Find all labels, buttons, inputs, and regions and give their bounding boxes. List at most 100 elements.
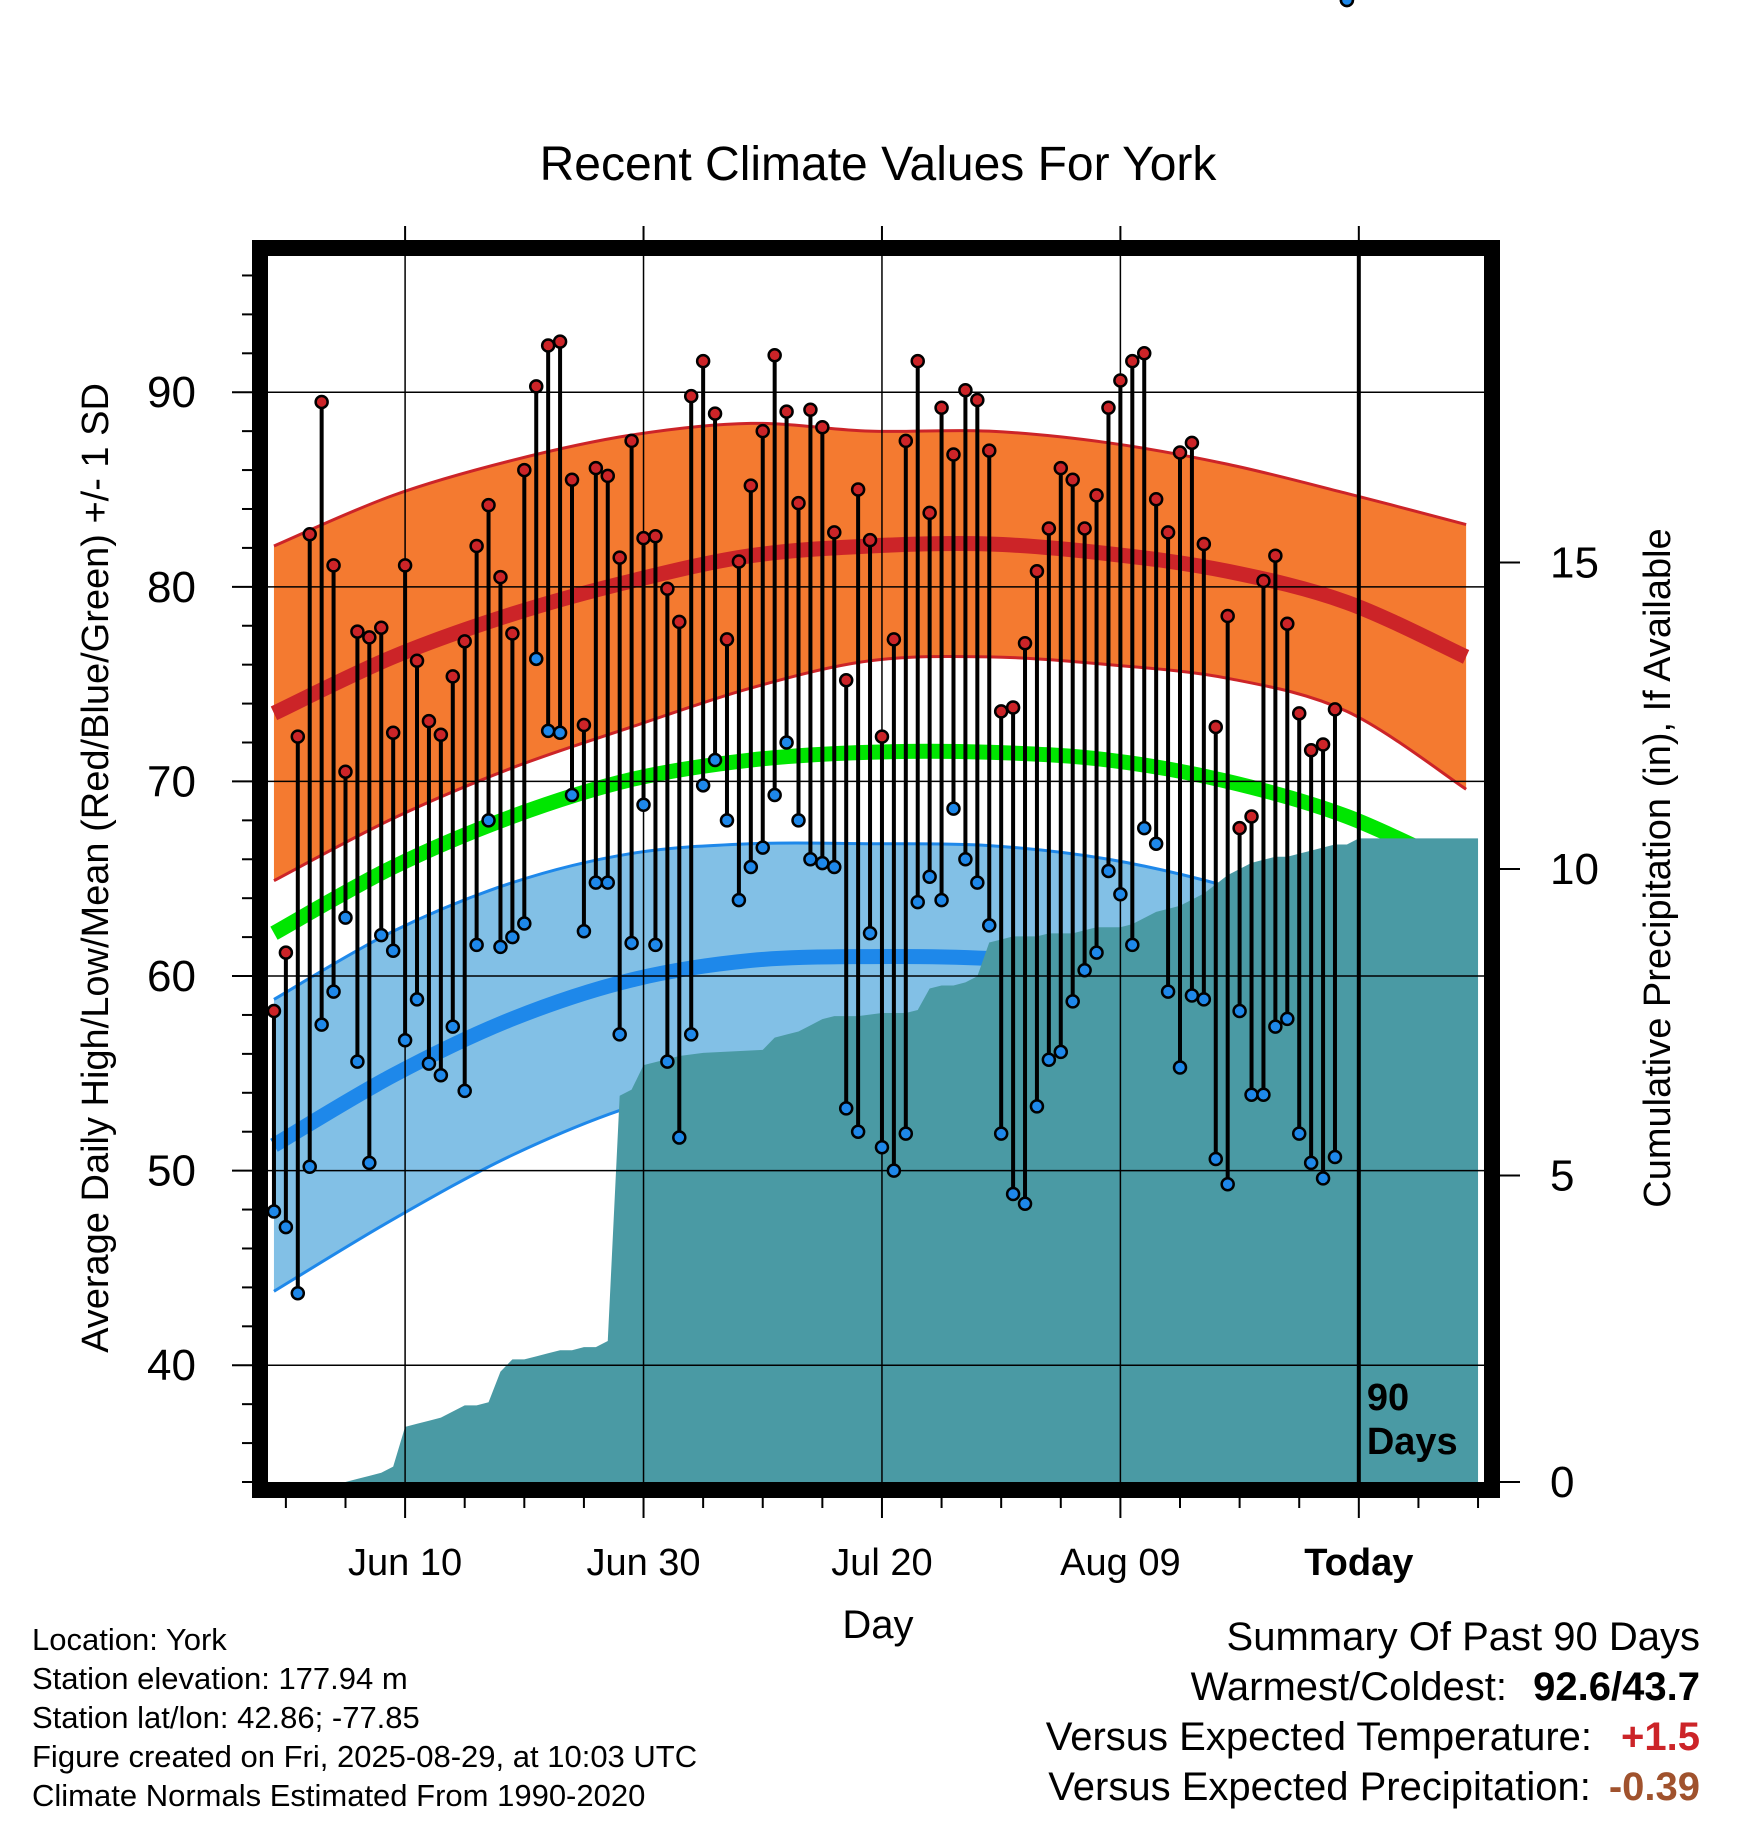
daily-low-point xyxy=(374,927,389,943)
station-info: Location: York Station elevation: 177.94… xyxy=(32,1620,697,1815)
daily-low-point xyxy=(946,801,961,816)
daily-high-point xyxy=(934,400,949,416)
warmest-coldest-label: Warmest/Coldest: xyxy=(1190,1665,1507,1709)
daily-low-point xyxy=(457,1083,472,1099)
daily-low-point xyxy=(910,894,925,910)
daily-high-point xyxy=(421,713,437,729)
y-right-tick-label: 0 xyxy=(1550,1458,1574,1507)
daily-high-point xyxy=(445,669,461,684)
daily-high-point xyxy=(505,626,520,641)
daily-high-point xyxy=(1208,719,1224,735)
daily-high-point xyxy=(970,392,985,408)
daily-high-point xyxy=(1029,564,1045,579)
daily-high-point xyxy=(1053,460,1069,476)
daily-low-point xyxy=(1005,1186,1021,1202)
plot-frame xyxy=(252,240,1500,1498)
y-left-tick-label: 50 xyxy=(147,1147,196,1196)
daily-high-point xyxy=(1172,445,1188,460)
daily-high-point xyxy=(1291,706,1307,721)
daily-high-point xyxy=(1148,492,1164,507)
daily-low-point xyxy=(1089,945,1104,960)
daily-low-point xyxy=(1303,1155,1319,1171)
today-days-label: Days xyxy=(1367,1421,1458,1463)
high-band-upper-edge xyxy=(273,421,1467,548)
y-left-tick-label: 70 xyxy=(147,757,196,806)
daily-low-point xyxy=(564,787,580,803)
daily-low-point xyxy=(290,1285,306,1301)
daily-low-point xyxy=(874,1140,890,1155)
daily-dots xyxy=(266,0,1355,1301)
daily-low-point xyxy=(1291,1126,1307,1141)
daily-high-point xyxy=(683,388,699,404)
daily-high-point xyxy=(958,383,973,398)
daily-low-point xyxy=(672,1130,687,1145)
daily-high-point xyxy=(695,353,711,369)
daily-high-point xyxy=(815,420,830,435)
daily-high-point xyxy=(481,497,496,513)
daily-low-point xyxy=(445,1019,461,1034)
daily-high-point xyxy=(266,1003,282,1019)
daily-high-point xyxy=(922,505,937,521)
daily-low-point xyxy=(803,852,818,867)
daily-low-point xyxy=(707,752,723,768)
daily-high-point xyxy=(433,727,449,742)
daily-high-point xyxy=(946,447,961,462)
daily-high-point xyxy=(540,338,556,353)
daily-low-point xyxy=(362,1155,377,1171)
daily-high-point xyxy=(660,581,675,597)
daily-low-point xyxy=(302,1159,317,1174)
daily-high-point xyxy=(374,620,389,635)
daily-low-point xyxy=(1053,1044,1069,1060)
daily-low-point xyxy=(1172,1060,1188,1075)
daily-low-point xyxy=(1017,1196,1033,1211)
daily-low-point xyxy=(1232,1003,1247,1019)
daily-high-point xyxy=(314,394,329,410)
daily-high-point xyxy=(648,528,663,544)
daily-low-point xyxy=(1220,1177,1235,1192)
temp-delta-label: Versus Expected Temperature: xyxy=(1045,1715,1592,1759)
x-tick-label: Jun 10 xyxy=(348,1542,462,1584)
temp-delta-value: +1.5 xyxy=(1621,1715,1700,1759)
daily-high-point xyxy=(993,704,1009,719)
daily-high-point xyxy=(910,353,925,369)
daily-low-point xyxy=(409,992,425,1007)
daily-low-point xyxy=(695,778,711,793)
daily-low-point xyxy=(731,892,747,908)
y-right-tick-label: 5 xyxy=(1550,1152,1574,1201)
daily-high-point xyxy=(636,530,651,546)
daily-high-point xyxy=(1113,373,1128,388)
precip-area xyxy=(273,838,1479,1482)
daily-low-point xyxy=(648,937,663,953)
daily-low-point xyxy=(850,1124,866,1139)
daily-high-point xyxy=(385,725,401,741)
daily-high-point xyxy=(338,764,353,779)
daily-low-point xyxy=(600,875,616,890)
daily-low-point xyxy=(1268,1019,1283,1034)
daily-low-point xyxy=(719,813,735,828)
daily-high-point xyxy=(1315,737,1331,752)
daily-high-point xyxy=(1077,521,1092,536)
daily-high-point xyxy=(1101,400,1116,416)
daily-high-point xyxy=(743,478,759,493)
daily-low-point xyxy=(934,892,949,908)
daily-high-point xyxy=(731,554,747,569)
daily-stems xyxy=(271,341,1337,1294)
daily-low-point xyxy=(1184,988,1200,1003)
daily-low-point xyxy=(743,859,759,875)
daily-high-point xyxy=(1005,700,1021,715)
today-days-label: 90 xyxy=(1367,1377,1409,1419)
daily-low-point xyxy=(779,735,794,750)
daily-high-point xyxy=(886,632,902,647)
daily-low-point xyxy=(266,1204,282,1219)
daily-high-point xyxy=(302,527,317,542)
daily-high-point xyxy=(791,495,806,511)
daily-low-point xyxy=(1041,1052,1057,1067)
daily-low-point xyxy=(314,1017,329,1032)
daily-high-point xyxy=(827,525,842,540)
daily-low-point xyxy=(493,939,508,955)
daily-low-point xyxy=(338,910,353,925)
warmest-coldest-value: 92.6/43.7 xyxy=(1533,1665,1700,1709)
daily-low-point xyxy=(958,852,973,867)
daily-low-point xyxy=(588,875,604,890)
